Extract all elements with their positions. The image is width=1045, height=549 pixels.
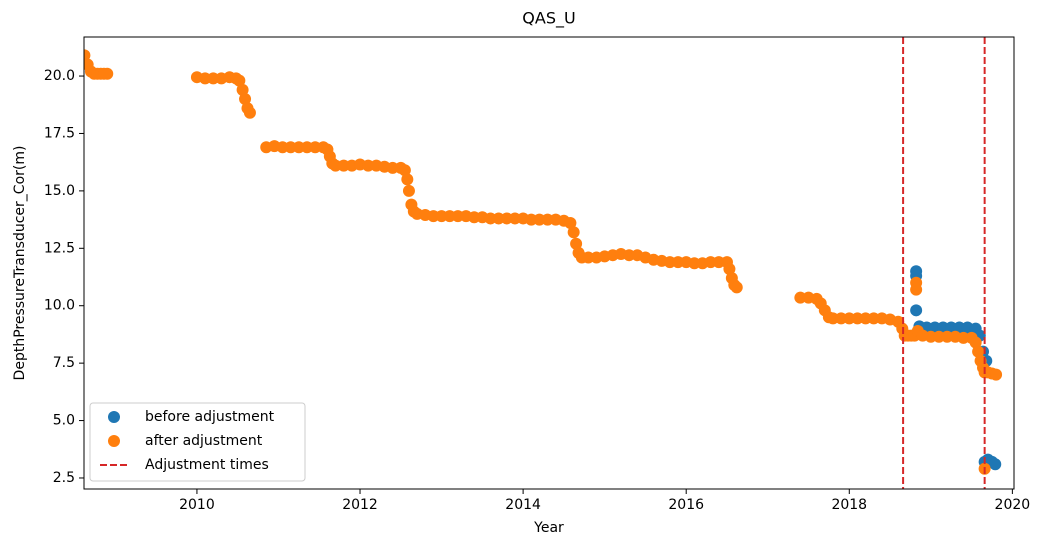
data-point (243, 106, 256, 119)
y-tick-label: 12.5 (44, 240, 75, 256)
chart-title: QAS_U (522, 9, 575, 29)
data-point (730, 281, 743, 294)
data-point (564, 217, 577, 230)
x-tick-label: 2014 (505, 497, 541, 513)
plot-area (84, 37, 1003, 489)
y-tick-label: 7.5 (53, 355, 75, 371)
legend-label: Adjustment times (145, 457, 269, 473)
data-point (570, 237, 583, 250)
data-point (398, 164, 411, 177)
x-tick-label: 2020 (995, 497, 1031, 513)
x-tick-label: 2018 (831, 497, 867, 513)
legend-box (89, 402, 306, 482)
x-tick-label: 2012 (342, 497, 378, 513)
x-tick-label: 2010 (179, 497, 215, 513)
data-point (910, 283, 923, 296)
legend-label: before adjustment (145, 409, 275, 425)
data-point (233, 74, 246, 87)
data-point (402, 184, 415, 197)
y-tick-label: 2.5 (53, 470, 75, 486)
data-point (972, 345, 985, 358)
data-point (969, 336, 982, 349)
y-tick-label: 20.0 (44, 68, 75, 84)
y-axis-label: DepthPressureTransducer_Cor(m) (12, 146, 28, 381)
data-point (567, 226, 580, 239)
legend-marker (108, 411, 120, 423)
y-tick-label: 5.0 (53, 413, 75, 429)
x-axis-label: Year (533, 520, 564, 536)
data-point (239, 93, 252, 106)
y-tick-label: 17.5 (44, 125, 75, 141)
data-point (236, 83, 249, 96)
data-point (723, 262, 736, 275)
data-point (910, 304, 923, 317)
x-tick-label: 2016 (668, 497, 704, 513)
data-point (101, 67, 114, 80)
legend-marker (108, 435, 120, 447)
data-point (989, 458, 1002, 471)
y-tick-label: 15.0 (44, 183, 75, 199)
legend-label: after adjustment (145, 433, 263, 449)
data-point (84, 49, 91, 62)
data-point (990, 368, 1003, 381)
data-point (401, 173, 414, 186)
plot-frame (83, 36, 1015, 490)
y-tick-label: 10.0 (44, 298, 75, 314)
